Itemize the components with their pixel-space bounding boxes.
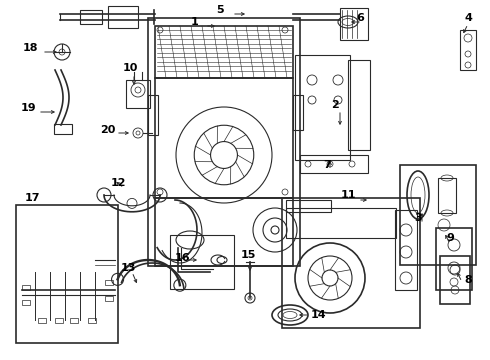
Bar [400,165,476,265]
Text: 8: 8 [464,275,472,285]
Bar [440,256,470,304]
Bar [155,26,293,78]
Bar [80,10,102,24]
Bar [286,200,331,212]
Bar [170,235,234,289]
Bar [148,18,300,266]
Text: 9: 9 [446,233,454,243]
Text: 14: 14 [310,310,326,320]
Bar [105,296,113,301]
Text: 3: 3 [414,213,422,223]
Text: 19: 19 [20,103,36,113]
Bar [54,124,72,134]
Bar [38,318,46,323]
Text: 6: 6 [356,13,364,23]
Bar [148,95,158,135]
Bar [105,280,113,285]
Bar [295,55,350,160]
Bar [55,318,63,323]
Bar [126,80,150,108]
Bar [16,205,118,343]
Bar [293,95,303,130]
Bar [155,198,293,266]
Bar [286,208,396,238]
Bar [340,8,368,40]
Text: 15: 15 [240,250,256,260]
Text: 7: 7 [323,160,331,170]
Text: 20: 20 [100,125,116,135]
Bar [460,30,476,70]
Text: 13: 13 [121,263,136,273]
Text: 18: 18 [22,43,38,53]
Text: 12: 12 [110,178,126,188]
Text: 1: 1 [191,17,199,27]
Bar [438,178,456,213]
Bar [348,60,370,150]
Text: 2: 2 [331,100,339,110]
Bar [22,285,30,290]
Bar [70,318,78,323]
Bar [108,6,138,28]
Text: 5: 5 [216,5,224,15]
Bar [88,318,96,323]
Bar [395,210,417,290]
Text: 17: 17 [24,193,40,203]
Text: 4: 4 [464,13,472,23]
Bar [300,155,368,173]
Bar [22,300,30,305]
Bar [436,228,472,290]
Text: 16: 16 [174,253,190,263]
Text: 11: 11 [340,190,356,200]
Text: 10: 10 [122,63,138,73]
Bar [155,78,293,198]
Bar [282,198,420,328]
